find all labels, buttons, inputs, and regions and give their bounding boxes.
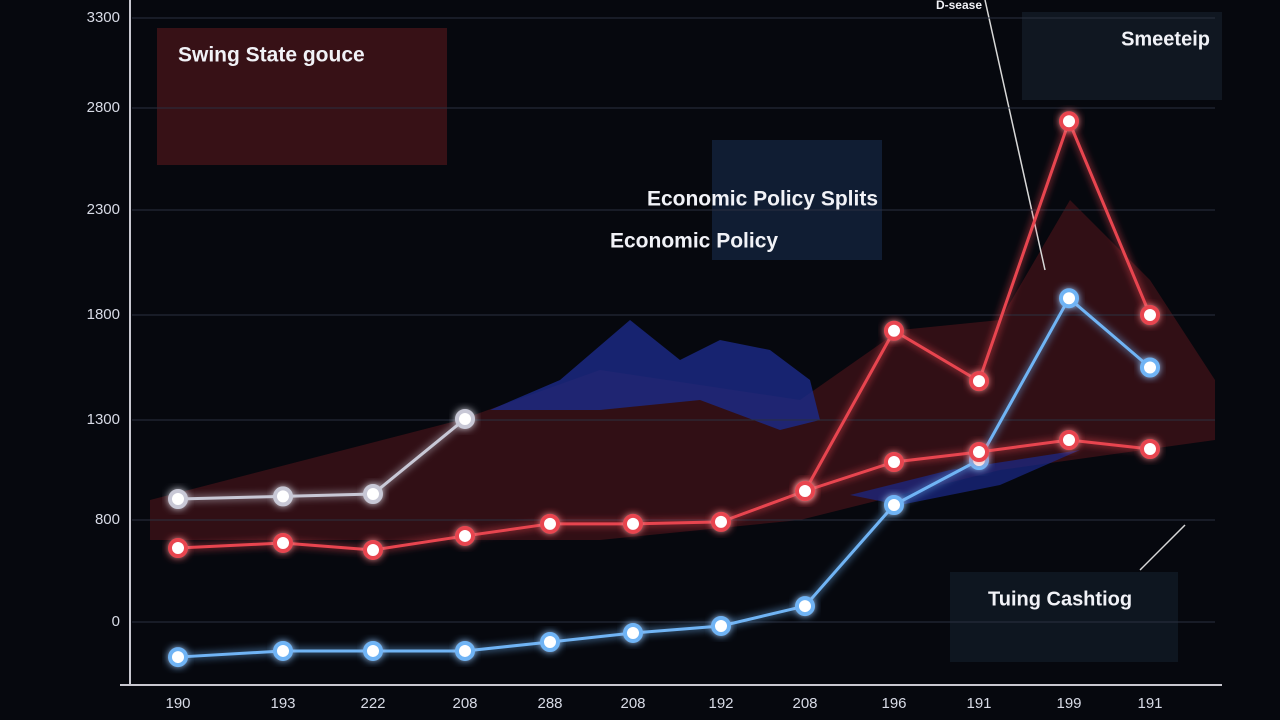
point: [711, 511, 731, 532]
point: [273, 486, 293, 507]
point: [884, 452, 904, 472]
point: [540, 632, 560, 653]
point: [1059, 430, 1079, 450]
y-tick-label: 1300: [87, 411, 120, 428]
point: [273, 532, 293, 553]
point: [540, 513, 560, 534]
x-tick-label: 288: [537, 695, 562, 712]
y-tick-label: 2300: [87, 201, 120, 218]
point: [1140, 305, 1160, 325]
point: [168, 538, 188, 559]
point: [363, 640, 383, 661]
x-tick-label: 193: [270, 695, 295, 712]
annotation: Tuing Cashtiog: [988, 588, 1132, 610]
point: [455, 525, 475, 546]
line: [177, 295, 1151, 659]
y-tick-label: 0: [112, 613, 120, 630]
x-tick-label: 196: [881, 695, 906, 712]
point: [1140, 439, 1160, 459]
point: [795, 596, 815, 617]
point: [455, 640, 475, 661]
line: [177, 417, 466, 501]
x-tick-label: 222: [360, 695, 385, 712]
x-tick-label: 208: [452, 695, 477, 712]
annotation-box: [157, 28, 447, 165]
area-shade: [850, 450, 1080, 505]
point: [168, 489, 188, 509]
callout-line: [984, 0, 1046, 271]
y-tick-label: 800: [95, 511, 120, 528]
y-tick-label: 1800: [87, 306, 120, 323]
point: [1059, 288, 1079, 309]
x-tick-label: 208: [792, 695, 817, 712]
annotation: Economic Policy Splits: [647, 188, 878, 211]
point: [623, 513, 643, 534]
x-tick-label: 190: [165, 695, 190, 712]
point: [455, 408, 475, 429]
annotation-box: [1022, 12, 1222, 100]
x-tick-label: 192: [708, 695, 733, 712]
point: [623, 622, 643, 643]
annotation: Smeeteip: [1121, 28, 1210, 50]
point: [711, 615, 731, 636]
annotation: Economic Policy: [610, 230, 778, 253]
x-tick-label: 208: [620, 695, 645, 712]
x-tick-label: 191: [966, 695, 991, 712]
point: [795, 481, 815, 501]
point: [1140, 357, 1160, 378]
x-tick-label: 199: [1056, 695, 1081, 712]
point: [969, 442, 989, 462]
point: [884, 495, 904, 515]
point: [273, 640, 293, 661]
callout-line: [1139, 524, 1186, 571]
point: [363, 484, 383, 504]
x-tick-label: 191: [1137, 695, 1162, 712]
annotation-box: [712, 140, 882, 260]
area-shade: [490, 320, 820, 430]
point: [884, 320, 904, 341]
annotation: D-sease: [936, 0, 982, 12]
point: [168, 647, 188, 668]
annotation: Swing State gouce: [178, 44, 365, 67]
y-tick-label: 3300: [87, 9, 120, 26]
point: [1059, 111, 1079, 132]
y-tick-label: 2800: [87, 99, 120, 116]
point: [363, 539, 383, 560]
annotation-box: [950, 572, 1178, 662]
point: [969, 371, 989, 392]
line: [177, 438, 1151, 552]
